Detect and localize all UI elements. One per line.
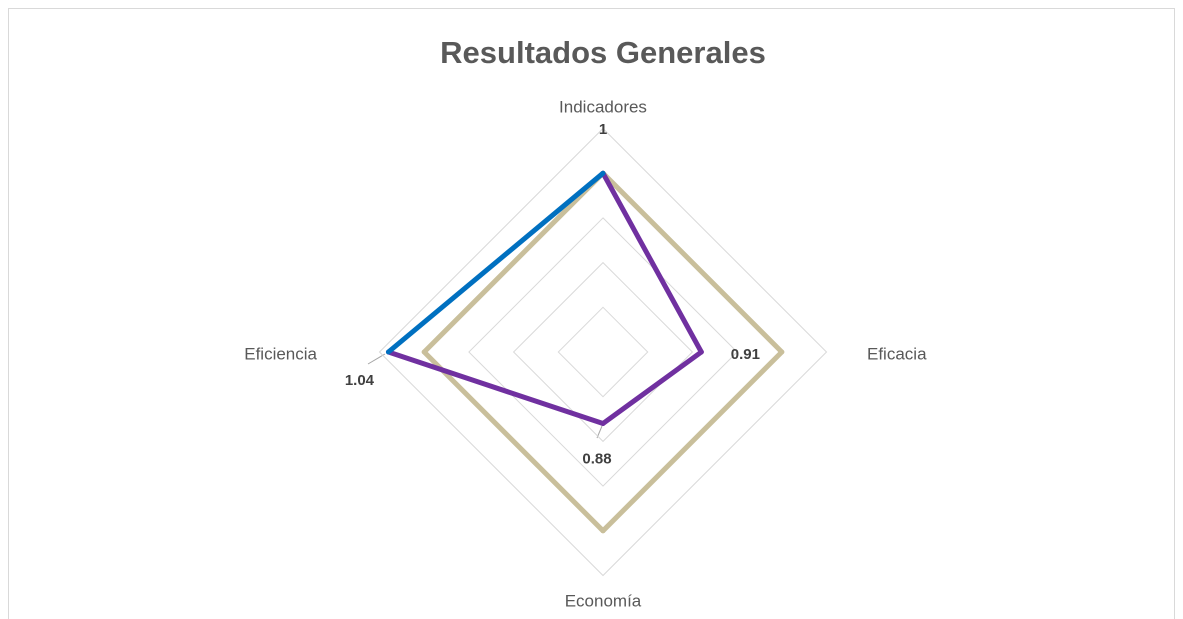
data-label: 0.88 <box>582 450 611 467</box>
data-label: 0.91 <box>731 346 760 363</box>
radar-segment <box>421 349 606 534</box>
radar-segment <box>421 170 606 355</box>
data-label: 1 <box>599 121 607 138</box>
radar-segment <box>600 170 704 355</box>
category-label: Eficiencia <box>244 344 317 363</box>
chart-title: Resultados Generales <box>440 35 766 70</box>
category-label: Economía <box>565 591 642 610</box>
category-label: Eficacia <box>867 344 927 363</box>
radar-segment <box>600 170 785 355</box>
leader-line <box>367 353 386 365</box>
category-label: Indicadores <box>559 97 647 116</box>
grid-ring <box>512 261 694 443</box>
grid-ring <box>468 217 738 487</box>
radar-segment <box>600 349 785 534</box>
data-label: 1.04 <box>345 372 375 389</box>
grid-ring <box>378 127 828 577</box>
grid-ring <box>557 306 649 398</box>
radar-segment <box>385 170 606 355</box>
radar-segment <box>385 349 606 427</box>
radar-segment <box>600 349 704 427</box>
